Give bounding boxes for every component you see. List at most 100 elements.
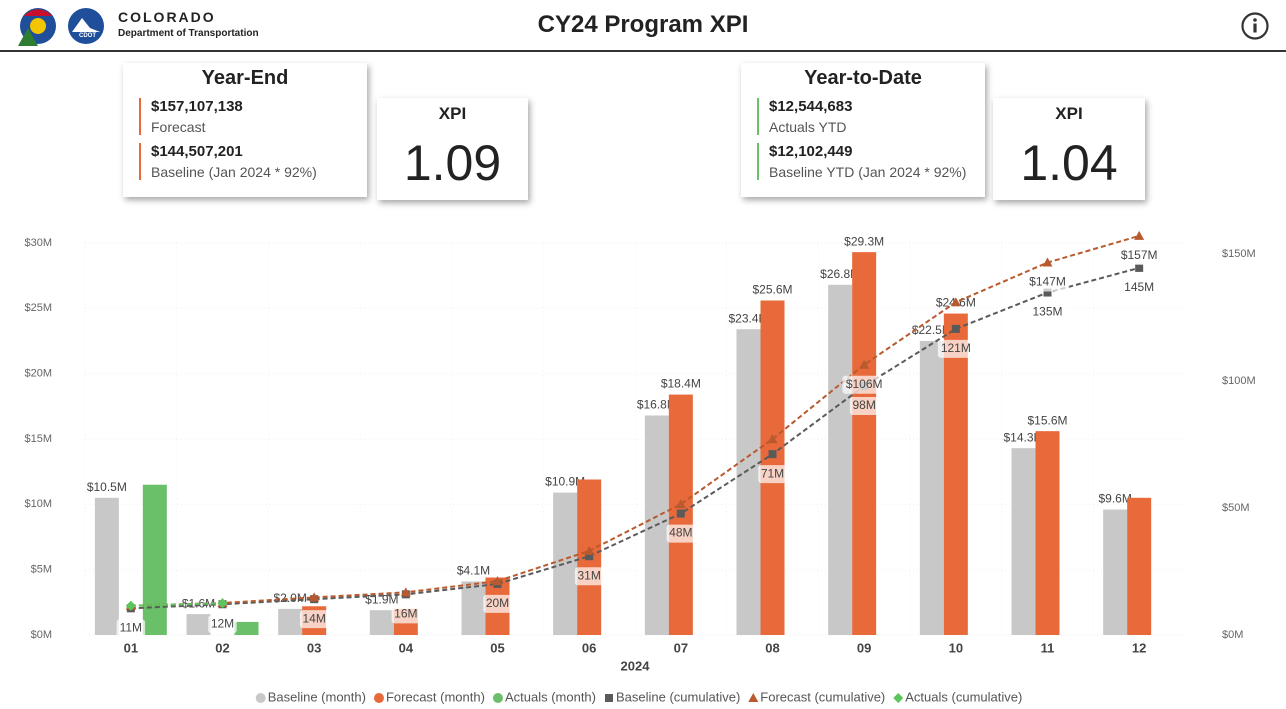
marker — [309, 592, 320, 602]
legend-label: Baseline (cumulative) — [616, 689, 740, 704]
data-label: $4.1M — [457, 564, 490, 578]
bar — [1011, 448, 1036, 635]
amount-label: Baseline (Jan 2024 * 92%) — [151, 164, 317, 180]
label-bg — [483, 594, 512, 613]
card-title: Year-to-Date — [804, 67, 922, 89]
label-bg — [758, 465, 787, 484]
data-label: 48M — [669, 526, 692, 540]
y-tick-label: $15M — [24, 433, 52, 445]
x-tick-label: 12 — [1132, 640, 1146, 655]
label-bg — [849, 397, 879, 416]
y-tick-label: $5M — [31, 564, 52, 576]
x-axis-title: 2024 — [621, 658, 651, 673]
ytd-card: Year-to-Date $12,544,683 Actuals YTD $12… — [741, 63, 985, 197]
data-label: $26.8M — [820, 267, 860, 281]
line — [130, 602, 223, 607]
logo-title: COLORADO — [118, 9, 216, 25]
y-tick-label: $20M — [24, 368, 52, 380]
bar — [142, 484, 167, 635]
amount: $12,544,683 — [769, 98, 853, 115]
marker — [585, 552, 594, 561]
x-tick-label: 11 — [1041, 640, 1055, 655]
label-bg — [574, 567, 604, 586]
marker — [217, 598, 228, 609]
data-label: $10.9M — [545, 475, 585, 489]
x-tick-label: 03 — [307, 640, 321, 655]
bar — [943, 313, 968, 635]
marker — [492, 576, 503, 586]
amount-label: Baseline YTD (Jan 2024 * 92%) — [769, 164, 967, 180]
data-label: 98M — [852, 398, 875, 412]
legend-label: Forecast (month) — [386, 689, 485, 704]
marker — [675, 499, 686, 509]
bar — [369, 610, 394, 635]
label-bg — [299, 610, 329, 629]
marker — [255, 693, 266, 703]
bar — [553, 492, 578, 635]
data-label: 20M — [486, 596, 509, 610]
xpi-title: XPI — [438, 104, 467, 123]
xpi-value: 1.09 — [403, 135, 502, 191]
x-tick-label: 07 — [674, 640, 688, 655]
entry: $157,107,138 Forecast — [139, 98, 367, 135]
bar — [94, 497, 119, 635]
data-label: 135M — [1032, 305, 1062, 319]
y2-tick-label: $150M — [1222, 248, 1256, 260]
line — [130, 234, 1140, 607]
data-label: $29.3M — [844, 234, 884, 248]
bar — [828, 284, 853, 635]
data-label: $22.5M — [912, 323, 952, 337]
label-bg — [208, 615, 237, 634]
bar — [1127, 497, 1152, 635]
x-tick-label: 10 — [949, 640, 963, 655]
xpi-value: 1.04 — [1020, 135, 1118, 191]
bar — [186, 614, 211, 635]
marker — [767, 434, 778, 444]
data-label: 12M — [211, 616, 234, 630]
bar — [1103, 509, 1128, 635]
data-label: 71M — [761, 466, 784, 480]
label-bg — [116, 619, 146, 638]
data-label: $157M — [1121, 248, 1158, 262]
data-label: $106M — [846, 377, 883, 391]
logo — [18, 8, 104, 46]
y2-tick-label: $50M — [1222, 502, 1250, 514]
label-bg — [1121, 278, 1158, 297]
y2-tick-label: $100M — [1222, 375, 1256, 387]
y2-tick-label: $0M — [1222, 629, 1243, 641]
y-tick-label: $10M — [24, 498, 52, 510]
bar — [1035, 431, 1060, 635]
x-tick-label: 04 — [399, 640, 414, 655]
card-title: Year-End — [201, 67, 289, 89]
amount-label: Forecast — [151, 119, 206, 135]
data-label: 14M — [302, 611, 325, 625]
label-bg — [1117, 246, 1161, 265]
data-label: $23.4M — [728, 311, 768, 325]
marker — [373, 693, 384, 703]
data-label: $16.8M — [637, 398, 677, 412]
x-tick-label: 01 — [124, 640, 138, 655]
x-tick-label: 06 — [582, 640, 596, 655]
page-title: CY24 Program XPI — [537, 11, 749, 38]
data-label: $9.6M — [1098, 492, 1131, 506]
amount: $12,102,449 — [769, 143, 853, 160]
info-icon[interactable] — [1240, 11, 1270, 41]
y-tick-label: $25M — [24, 302, 52, 314]
marker — [492, 693, 503, 703]
header: CDOT COLORADO Department of Transportati… — [0, 0, 1286, 52]
label-bg — [666, 524, 696, 543]
data-label: $15.6M — [1027, 413, 1067, 427]
legend: Baseline (month) Forecast (month) Actuals … — [255, 689, 1022, 704]
marker — [1042, 257, 1053, 267]
bar — [736, 329, 761, 635]
data-label: $25.6M — [752, 283, 792, 297]
marker — [676, 509, 685, 518]
bar — [461, 581, 486, 635]
label-bg — [391, 605, 421, 624]
data-label: 121M — [941, 341, 971, 355]
label-bg — [937, 339, 974, 358]
xpi-card: XPI 1.04 — [993, 98, 1145, 200]
marker — [1043, 288, 1052, 297]
marker — [768, 450, 777, 459]
